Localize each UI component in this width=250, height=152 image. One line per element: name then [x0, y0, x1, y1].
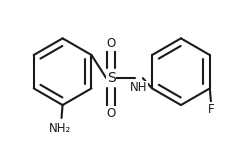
Text: S: S — [107, 71, 116, 85]
Text: NH₂: NH₂ — [49, 122, 72, 135]
Text: NH: NH — [130, 81, 148, 94]
Text: O: O — [106, 107, 116, 120]
Text: F: F — [208, 103, 214, 116]
Text: O: O — [106, 37, 116, 50]
